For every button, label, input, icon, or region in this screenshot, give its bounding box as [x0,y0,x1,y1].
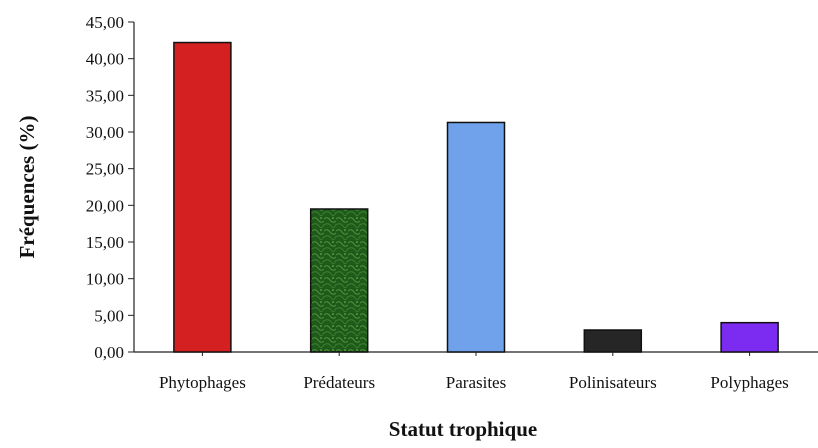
y-tick-label: 40,00 [86,50,124,69]
bars [173,41,779,353]
bar-phytophages [173,41,232,353]
y-tick-label: 35,00 [86,86,124,105]
y-tick-label: 45,00 [86,13,124,32]
bar-predateurs [309,208,369,353]
y-tick-label: 15,00 [86,233,124,252]
y-axis-title: Fréquences (%) [15,116,39,259]
category-labels: Phytophages Prédateurs Parasites Polinisate… [159,352,789,392]
bar-polyphages [720,321,779,353]
x-category-label: Polyphages [710,373,788,392]
x-category-label: Polinisateurs [569,373,657,392]
x-category-label: Prédateurs [303,373,375,392]
y-tick-label: 20,00 [86,196,124,215]
y-tick-label: 30,00 [86,123,124,142]
y-tick-label: 0,00 [94,343,124,362]
x-axis-title: Statut trophique [389,417,537,441]
y-tick-label: 25,00 [86,160,124,179]
y-tick-label: 5,00 [94,306,124,325]
bar-parasites [446,121,506,353]
x-category-label: Parasites [446,373,506,392]
x-category-label: Phytophages [159,373,246,392]
y-tick-label: 10,00 [86,270,124,289]
y-ticks: 0,00 5,00 10,00 15,00 20,00 25,00 30,00 35,00 40… [86,13,134,362]
bar-polinisateurs [583,329,643,353]
